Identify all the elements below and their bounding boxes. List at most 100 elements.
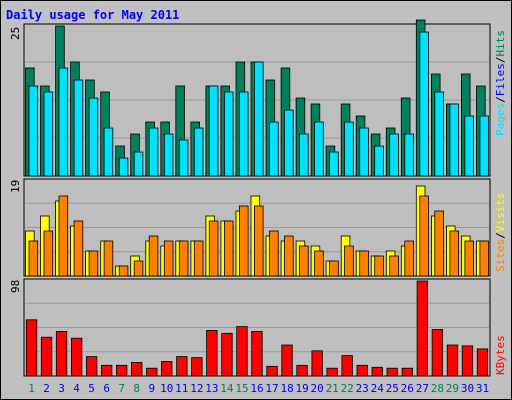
files-bar xyxy=(359,127,369,177)
day-label: 12 xyxy=(190,382,203,395)
day-label: 7 xyxy=(118,382,125,395)
day-label: 26 xyxy=(401,382,414,395)
legend-visits: Visits xyxy=(494,193,507,233)
kbytes-bar xyxy=(176,356,188,377)
sites-bar xyxy=(73,220,84,277)
legend-pages: Pages xyxy=(494,103,507,136)
kbytes-bar xyxy=(40,336,53,377)
sites-bar xyxy=(344,245,354,277)
sites-bar xyxy=(329,260,339,277)
day-label: 8 xyxy=(133,382,140,395)
sites-bar xyxy=(314,250,324,277)
sites-bar xyxy=(223,220,234,277)
day-label: 21 xyxy=(326,382,339,395)
legend-kbytes-group: KBytes xyxy=(494,335,507,375)
files-bar xyxy=(284,109,294,177)
sites-bar xyxy=(434,210,444,277)
day-label: 9 xyxy=(148,382,155,395)
files-bar xyxy=(299,133,309,177)
kbytes-bar xyxy=(431,329,444,377)
kbytes-bar xyxy=(446,344,459,377)
sites-bar xyxy=(464,240,474,277)
sites-bar xyxy=(43,230,54,277)
sites-bar xyxy=(284,235,294,277)
kbytes-bar xyxy=(281,344,293,377)
files-bar xyxy=(404,133,414,177)
kbytes-bar xyxy=(251,330,263,377)
legend-visits-sites: Sites/Visits xyxy=(494,193,507,273)
kbytes-bar xyxy=(25,319,38,377)
kbytes-bar xyxy=(401,367,414,377)
sites-bar xyxy=(479,240,489,277)
sites-bar xyxy=(118,265,129,277)
sites-bar xyxy=(269,230,279,277)
day-label: 1 xyxy=(28,382,35,395)
kbytes-bar xyxy=(191,357,203,377)
kbytes-bar xyxy=(461,345,474,377)
kbytes-bar xyxy=(386,367,398,377)
sites-bar xyxy=(238,205,249,277)
files-bar xyxy=(148,127,159,177)
sites-bar xyxy=(103,240,114,277)
files-bar xyxy=(329,151,339,177)
day-label: 23 xyxy=(356,382,369,395)
files-bar xyxy=(43,91,54,177)
files-bar xyxy=(88,97,99,177)
files-bar xyxy=(28,85,39,177)
sites-bar xyxy=(88,250,99,277)
kbytes-bar xyxy=(296,364,308,377)
files-bar xyxy=(178,139,189,177)
sites-bar xyxy=(58,195,69,277)
sites-bar xyxy=(389,255,399,277)
files-bar xyxy=(419,31,429,177)
sites-bar xyxy=(419,195,429,277)
files-bar xyxy=(479,115,489,177)
sites-bar xyxy=(404,240,414,277)
sites-bar xyxy=(208,220,219,277)
kbytes-bar xyxy=(356,364,368,377)
legend-files: Files xyxy=(494,63,507,96)
files-bar xyxy=(344,121,354,177)
sites-bar xyxy=(374,255,384,277)
kbytes-bar xyxy=(326,367,338,377)
day-label: 5 xyxy=(88,382,95,395)
day-label: 15 xyxy=(235,382,248,395)
files-bar xyxy=(133,151,144,177)
sites-bar xyxy=(148,235,159,277)
kbytes-bar xyxy=(131,361,143,377)
files-bar xyxy=(253,61,264,177)
day-label: 31 xyxy=(476,382,489,395)
sites-bar xyxy=(299,245,309,277)
kbytes-bar xyxy=(311,350,323,377)
kbytes-bar xyxy=(71,337,83,377)
sites-bar xyxy=(178,240,189,277)
legend-hits: Hits xyxy=(494,30,507,57)
day-label: 17 xyxy=(265,382,278,395)
kbytes-bar xyxy=(161,361,173,377)
kbytes-bar xyxy=(236,326,248,377)
files-bar xyxy=(389,133,399,177)
kbytes-bar xyxy=(101,364,113,377)
day-label: 29 xyxy=(446,382,459,395)
files-bar xyxy=(208,85,219,177)
files-bar xyxy=(374,145,384,177)
day-label: 30 xyxy=(461,382,474,395)
files-bar xyxy=(58,67,69,177)
files-bar xyxy=(163,133,174,177)
day-label: 10 xyxy=(160,382,173,395)
kbytes-bar xyxy=(341,355,353,377)
day-label: 18 xyxy=(280,382,293,395)
chart-title: Daily usage for May 2011 xyxy=(6,8,179,22)
kbytes-bar xyxy=(416,280,429,377)
files-bar xyxy=(449,103,459,177)
day-label: 16 xyxy=(250,382,263,395)
day-label: 19 xyxy=(295,382,308,395)
day-label: 13 xyxy=(205,382,218,395)
legend-hits-files: Pages/Files/Hits xyxy=(494,30,507,136)
sites-max-label: 19 xyxy=(9,180,22,193)
files-bar xyxy=(73,79,84,177)
sites-bar xyxy=(28,240,39,277)
kbytes-bar xyxy=(371,366,383,377)
sites-bar xyxy=(449,230,459,277)
